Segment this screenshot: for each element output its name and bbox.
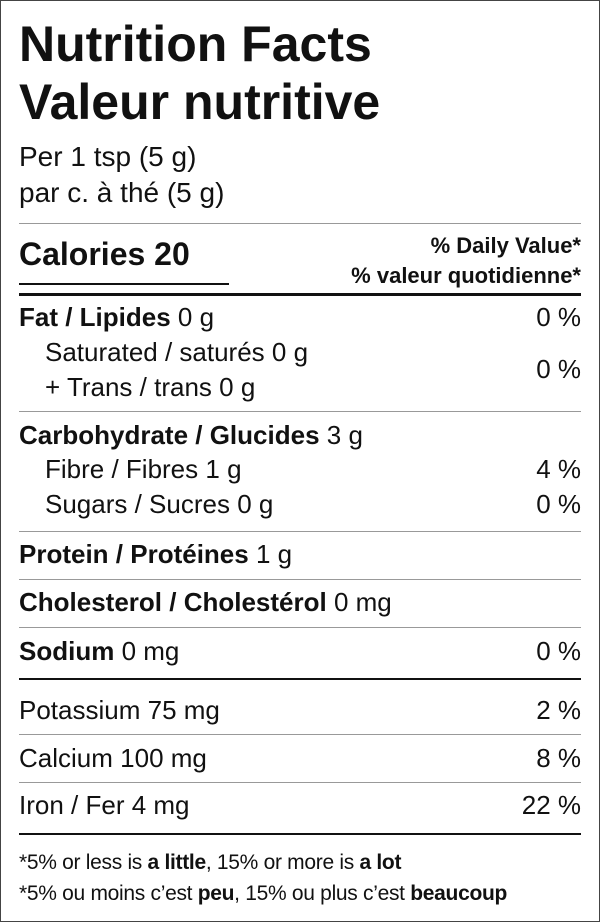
- footnote-emphasis: a lot: [359, 851, 402, 874]
- nutrient-amount: 4 mg: [131, 789, 190, 820]
- nutrient-name: Fibre / Fibres: [45, 453, 199, 484]
- nutrient-row: Protein / Protéines 1 g: [19, 537, 581, 571]
- nutrient-dv: 0 %: [536, 353, 581, 384]
- nutrient-name: Carbohydrate / Glucides: [19, 419, 320, 450]
- footnote-text: , 15% ou plus c’est: [234, 882, 411, 905]
- nutrient-row: Iron / Fer 4 mg 22 %: [19, 788, 581, 822]
- nutrient-amount: 0 g: [237, 488, 274, 519]
- divider: [19, 734, 581, 735]
- nutrient-dv-cell: 0 %: [19, 352, 581, 386]
- footnote-text: *5% or less is: [19, 851, 148, 874]
- title-en: Nutrition Facts: [19, 16, 581, 72]
- footnote-fr: *5% ou moins c’est peu, 15% ou plus c’es…: [19, 879, 581, 909]
- nutrient-row: Saturated / saturés 0 g: [45, 335, 581, 369]
- nutrient-row: Sugars / Sucres 0 g 0 %: [45, 487, 581, 521]
- divider: [19, 531, 581, 532]
- serving-text: Per 1 tsp (5 g): [19, 141, 197, 172]
- divider-thick: [19, 293, 581, 296]
- serving-fr: par c. à thé (5 g): [19, 175, 581, 211]
- nutrient-name: Sugars / Sucres: [45, 488, 230, 519]
- nutrient-name: Cholesterol / Cholestérol: [19, 586, 327, 617]
- dv-header-text: % valeur quotidienne*: [351, 263, 581, 288]
- footnote-text: *5% ou moins c’est: [19, 882, 198, 905]
- nutrient-dv: 0 %: [536, 488, 581, 519]
- footnote-emphasis: peu: [197, 882, 235, 905]
- nutrient-dv: 4 %: [536, 453, 581, 484]
- footnote-text: , 15% or more is: [205, 851, 360, 874]
- nutrient-name: Calcium: [19, 742, 113, 773]
- dv-header-text: % Daily Value*: [430, 233, 581, 258]
- footnote-en: *5% or less is a little, 15% or more is …: [19, 848, 581, 878]
- nutrient-name: Protein / Protéines: [19, 538, 249, 569]
- nutrient-name: Iron / Fer: [19, 789, 125, 820]
- title-fr: Valeur nutritive: [19, 74, 581, 130]
- divider: [19, 411, 581, 412]
- nutrient-dv: 2 %: [536, 694, 581, 725]
- divider-thick: [19, 678, 581, 680]
- title-text: Valeur nutritive: [19, 74, 381, 130]
- nutrient-name: + Trans / trans: [45, 371, 212, 402]
- nutrient-amount: 100 mg: [120, 742, 207, 773]
- nutrient-name: Fat / Lipides: [19, 301, 171, 332]
- nutrient-row: Calcium 100 mg 8 %: [19, 741, 581, 775]
- calories: Calories 20: [19, 234, 190, 274]
- dv-header-fr: % valeur quotidienne*: [19, 262, 581, 290]
- nutrient-amount: 0 mg: [121, 635, 180, 666]
- calories-value: 20: [154, 235, 190, 272]
- nutrient-amount: 0 g: [177, 301, 215, 332]
- divider-thick: [19, 833, 581, 835]
- nutrient-amount: 0 g: [271, 336, 309, 367]
- nutrient-amount: 0 mg: [333, 586, 392, 617]
- dv-header-en: % Daily Value*: [19, 232, 581, 260]
- divider: [19, 627, 581, 628]
- nutrient-name: Potassium: [19, 694, 141, 725]
- nutrient-amount: 1 g: [205, 453, 242, 484]
- nutrient-row: Potassium 75 mg 2 %: [19, 693, 581, 727]
- nutrient-dv: 22 %: [521, 789, 581, 820]
- nutrient-dv: 0 %: [536, 635, 581, 666]
- title-text: Nutrition Facts: [19, 16, 372, 72]
- divider: [19, 579, 581, 580]
- calories-underline: [19, 283, 229, 285]
- nutrient-amount: 1 g: [255, 538, 293, 569]
- nutrient-dv: 8 %: [536, 742, 581, 773]
- nutrient-row: Fat / Lipides 0 g 0 %: [19, 300, 581, 334]
- nutrient-name: Saturated / saturés: [45, 336, 265, 367]
- nutrient-row: + Trans / trans 0 g: [45, 370, 581, 404]
- nutrient-row: Sodium 0 mg 0 %: [19, 634, 581, 668]
- nutrient-name: Sodium: [19, 635, 115, 666]
- divider: [19, 223, 581, 224]
- serving-text: par c. à thé (5 g): [19, 177, 225, 208]
- nutrient-row: Carbohydrate / Glucides 3 g: [19, 418, 581, 452]
- nutrient-amount: 75 mg: [147, 694, 220, 725]
- calories-label: Calories: [19, 235, 146, 272]
- nutrient-row: Fibre / Fibres 1 g 4 %: [45, 452, 581, 486]
- footnote-emphasis: beaucoup: [410, 882, 508, 905]
- nutrient-amount: 3 g: [326, 419, 363, 450]
- nutrient-amount: 0 g: [219, 371, 256, 402]
- footnote-emphasis: a little: [147, 851, 207, 874]
- serving-en: Per 1 tsp (5 g): [19, 139, 581, 175]
- divider: [19, 782, 581, 783]
- nutrient-dv: 0 %: [536, 301, 581, 332]
- nutrient-row: Cholesterol / Cholestérol 0 mg: [19, 585, 581, 619]
